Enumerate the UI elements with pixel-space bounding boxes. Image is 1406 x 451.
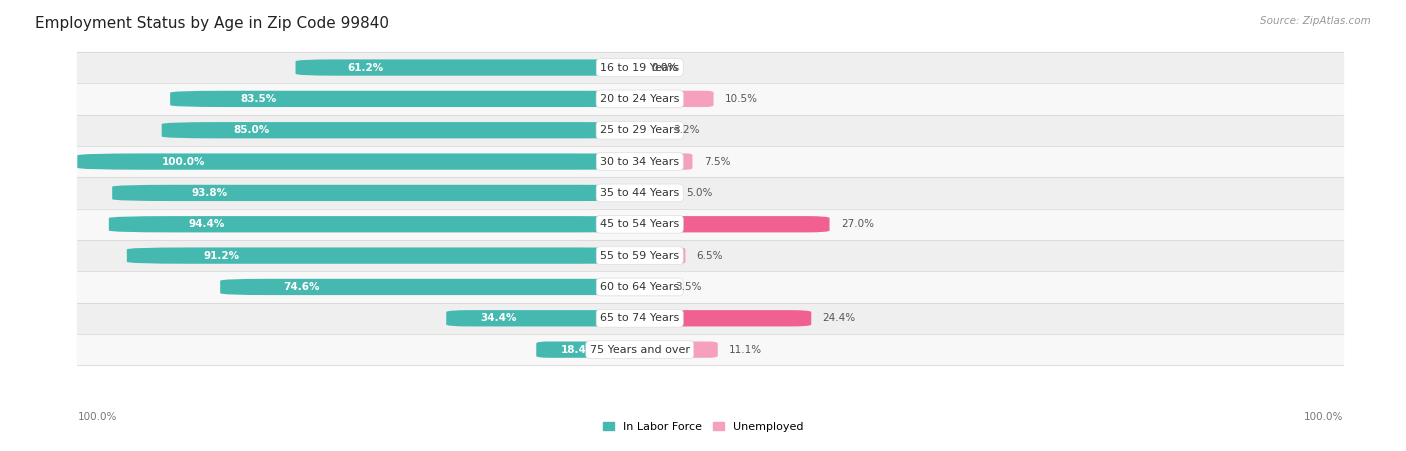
- FancyBboxPatch shape: [446, 310, 640, 327]
- Text: 61.2%: 61.2%: [347, 63, 384, 73]
- FancyBboxPatch shape: [536, 341, 640, 358]
- FancyBboxPatch shape: [640, 185, 675, 201]
- FancyBboxPatch shape: [170, 91, 640, 107]
- Text: 6.5%: 6.5%: [697, 251, 723, 261]
- FancyBboxPatch shape: [640, 153, 693, 170]
- Text: 100.0%: 100.0%: [162, 156, 205, 166]
- Text: 100.0%: 100.0%: [77, 412, 117, 422]
- FancyBboxPatch shape: [162, 122, 640, 138]
- Text: 83.5%: 83.5%: [240, 94, 277, 104]
- Text: Source: ZipAtlas.com: Source: ZipAtlas.com: [1260, 16, 1371, 26]
- Text: 0.0%: 0.0%: [651, 63, 678, 73]
- FancyBboxPatch shape: [640, 216, 830, 232]
- Text: 45 to 54 Years: 45 to 54 Years: [600, 219, 679, 229]
- Text: 0.0%: 0.0%: [651, 63, 678, 73]
- FancyBboxPatch shape: [640, 248, 686, 264]
- FancyBboxPatch shape: [112, 185, 640, 201]
- Text: 3.2%: 3.2%: [673, 125, 700, 135]
- Text: 25 to 29 Years: 25 to 29 Years: [600, 125, 679, 135]
- Text: 94.4%: 94.4%: [188, 219, 225, 229]
- FancyBboxPatch shape: [108, 216, 640, 232]
- FancyBboxPatch shape: [77, 153, 640, 170]
- FancyBboxPatch shape: [221, 279, 640, 295]
- Text: 34.4%: 34.4%: [481, 313, 517, 323]
- Text: 11.1%: 11.1%: [728, 345, 762, 354]
- Text: 91.2%: 91.2%: [204, 251, 240, 261]
- Text: 55 to 59 Years: 55 to 59 Years: [600, 251, 679, 261]
- Text: 60 to 64 Years: 60 to 64 Years: [600, 282, 679, 292]
- Text: 30 to 34 Years: 30 to 34 Years: [600, 156, 679, 166]
- Text: 74.6%: 74.6%: [283, 282, 319, 292]
- FancyBboxPatch shape: [127, 248, 640, 264]
- Text: 93.8%: 93.8%: [191, 188, 228, 198]
- Text: 16 to 19 Years: 16 to 19 Years: [600, 63, 679, 73]
- Text: 85.0%: 85.0%: [233, 125, 270, 135]
- FancyBboxPatch shape: [640, 341, 717, 358]
- FancyBboxPatch shape: [640, 279, 665, 295]
- Text: Employment Status by Age in Zip Code 99840: Employment Status by Age in Zip Code 998…: [35, 16, 389, 31]
- Text: 20 to 24 Years: 20 to 24 Years: [600, 94, 679, 104]
- Text: 75 Years and over: 75 Years and over: [589, 345, 690, 354]
- Text: 65 to 74 Years: 65 to 74 Years: [600, 313, 679, 323]
- Text: 7.5%: 7.5%: [704, 156, 730, 166]
- FancyBboxPatch shape: [640, 91, 714, 107]
- Text: 35 to 44 Years: 35 to 44 Years: [600, 188, 679, 198]
- Legend: In Labor Force, Unemployed: In Labor Force, Unemployed: [598, 418, 808, 437]
- FancyBboxPatch shape: [640, 122, 662, 138]
- Text: 10.5%: 10.5%: [725, 94, 758, 104]
- FancyBboxPatch shape: [295, 60, 640, 76]
- Text: 5.0%: 5.0%: [686, 188, 713, 198]
- Text: 24.4%: 24.4%: [823, 313, 856, 323]
- FancyBboxPatch shape: [640, 310, 811, 327]
- Text: 100.0%: 100.0%: [1303, 412, 1343, 422]
- Text: 27.0%: 27.0%: [841, 219, 873, 229]
- Text: 3.5%: 3.5%: [676, 282, 702, 292]
- Text: 18.4%: 18.4%: [561, 345, 598, 354]
